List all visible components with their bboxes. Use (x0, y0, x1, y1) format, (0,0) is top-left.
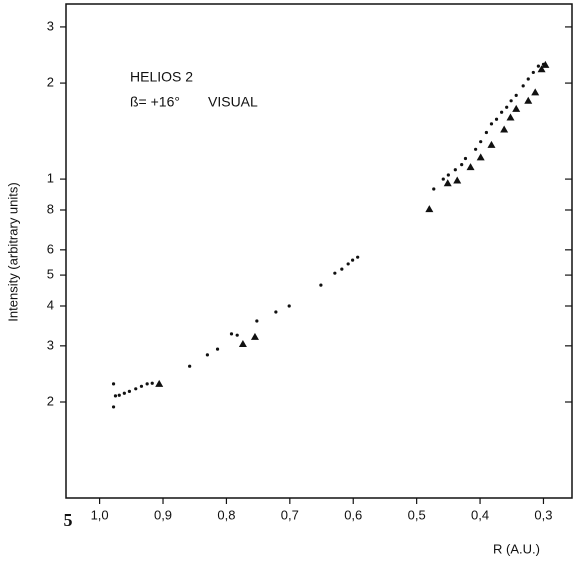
x-tick-label: 0,9 (154, 507, 172, 522)
dot-point (453, 168, 457, 172)
triangle-point (155, 379, 164, 387)
dot-point (145, 382, 149, 386)
dot-point (521, 84, 525, 88)
y-tick-label: 3 (47, 18, 54, 33)
dot-point (117, 393, 121, 397)
x-tick-label: 0,5 (408, 507, 426, 522)
dot-point (484, 130, 488, 135)
x-tick-label: 0,4 (471, 507, 489, 522)
triangle-point (541, 60, 550, 68)
annotation: HELIOS 2 (130, 69, 193, 85)
dot-point (235, 333, 239, 337)
x-axis-label: R (A.U.) (493, 541, 540, 556)
dot-point (340, 267, 344, 271)
dot-point (111, 382, 116, 386)
dot-point (333, 271, 337, 275)
y-tick-label: 3 (47, 337, 54, 352)
dot-point (255, 319, 259, 323)
dot-point (514, 93, 518, 97)
dot-point (432, 187, 436, 191)
triangle-point (506, 113, 515, 121)
dot-point (134, 387, 138, 391)
triangle-point (531, 88, 540, 96)
x-tick-label: 0,7 (281, 507, 299, 522)
plot-frame (65, 3, 573, 499)
triangle-point (443, 179, 452, 187)
dot-point (526, 77, 530, 81)
dot-point (474, 147, 478, 151)
dot-point (215, 347, 220, 351)
dot-point (122, 391, 126, 395)
y-tick-label: 1 (47, 171, 54, 186)
dot-point (536, 64, 540, 68)
dot-point (505, 105, 509, 109)
dot-point (287, 304, 291, 308)
triangle-point (476, 153, 485, 161)
dot-point (460, 163, 464, 167)
dot-point (351, 258, 355, 262)
dot-point (229, 332, 234, 336)
y-axis-label: Intensity (arbitrary units) (5, 182, 20, 321)
dot-point (111, 405, 116, 409)
dot-point (441, 177, 445, 181)
dot-point (113, 394, 118, 398)
y-tick-label: 6 (47, 241, 54, 256)
y-tick-label: 5 (47, 267, 54, 282)
triangle-point (512, 104, 521, 112)
dot-point (479, 140, 483, 144)
dot-point (356, 255, 360, 259)
triangle-point (537, 65, 546, 73)
x-tick-label: 1,0 (91, 507, 109, 522)
page-number: 5 (64, 510, 73, 530)
triangle-point (238, 340, 247, 348)
dot-point (205, 353, 210, 357)
dot-point (446, 173, 450, 177)
dot-point (463, 156, 468, 161)
triangle-point (466, 163, 475, 171)
dot-point (188, 364, 192, 368)
dot-point (319, 283, 323, 287)
triangle-point (524, 96, 533, 104)
dot-point (139, 384, 144, 388)
triangle-point (453, 176, 462, 184)
x-tick-label: 0,8 (217, 507, 235, 522)
x-tick-label: 0,6 (344, 507, 362, 522)
triangle-point (500, 125, 509, 133)
triangle-point (487, 140, 496, 148)
dot-point (531, 70, 535, 75)
dot-point (489, 122, 494, 126)
y-tick-label: 4 (47, 297, 54, 312)
annotation: VISUAL (208, 94, 258, 110)
y-tick-label: 8 (47, 201, 54, 216)
dot-point (127, 389, 132, 393)
annotation: ß= +16° (130, 94, 180, 110)
dot-point (494, 117, 499, 121)
dot-point (500, 110, 504, 114)
triangle-point (425, 205, 434, 213)
dot-point (509, 99, 513, 103)
y-tick-label: 2 (47, 75, 54, 90)
x-tick-label: 0,3 (534, 507, 552, 522)
dot-point (346, 262, 350, 266)
y-tick-label: 2 (47, 393, 54, 408)
triangle-point (250, 332, 259, 340)
dot-point (274, 310, 278, 314)
dot-point (150, 381, 154, 385)
